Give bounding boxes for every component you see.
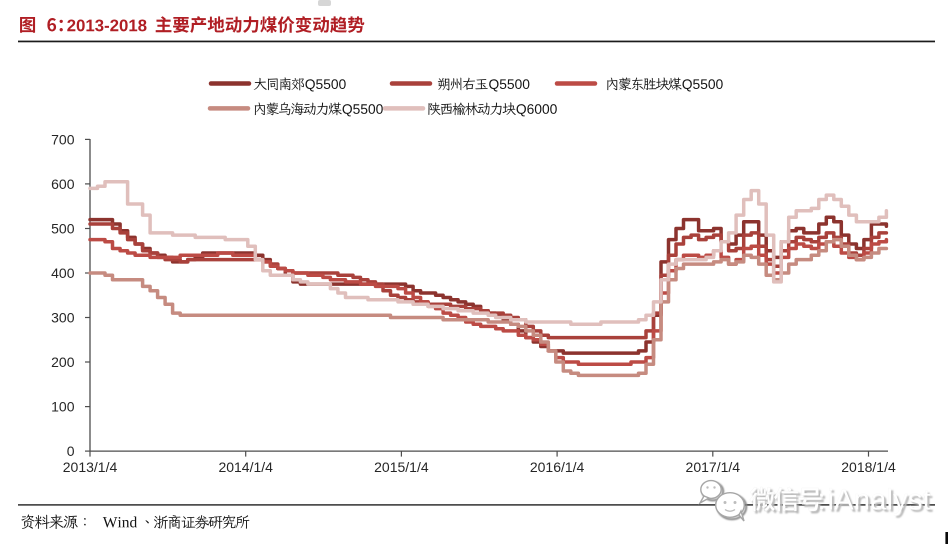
svg-text:2014/1/4: 2014/1/4 (218, 459, 273, 475)
svg-text:2015/1/4: 2015/1/4 (374, 459, 429, 475)
svg-text:2017/1/4: 2017/1/4 (686, 459, 741, 475)
svg-text:2013/1/4: 2013/1/4 (63, 459, 118, 475)
svg-text:400: 400 (51, 265, 75, 281)
svg-text:2016/1/4: 2016/1/4 (530, 459, 585, 475)
svg-text:500: 500 (51, 221, 75, 237)
svg-text:200: 200 (51, 354, 75, 370)
svg-text:0: 0 (67, 443, 75, 459)
svg-text:600: 600 (51, 176, 75, 192)
svg-text:300: 300 (51, 310, 75, 326)
svg-text:700: 700 (51, 132, 75, 148)
svg-text:100: 100 (51, 399, 75, 415)
svg-text:2018/1/4: 2018/1/4 (841, 459, 896, 475)
